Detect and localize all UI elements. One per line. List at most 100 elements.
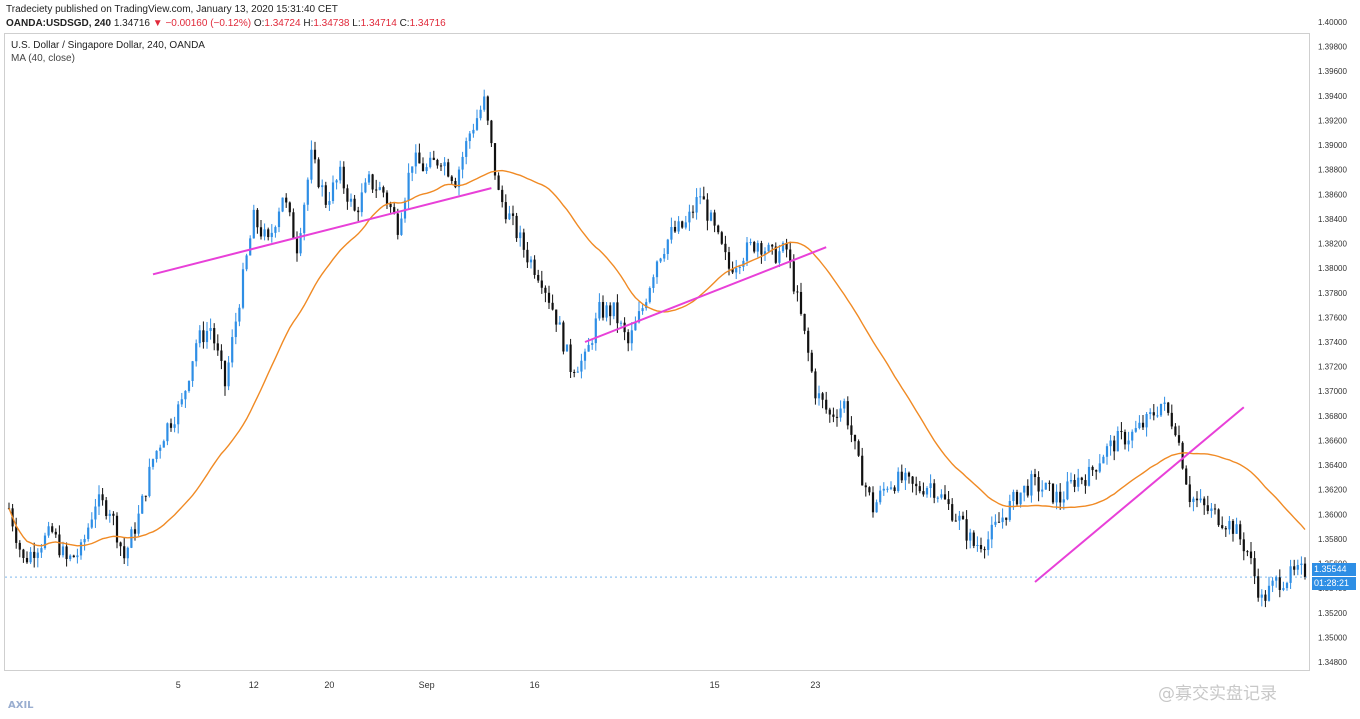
candle-body xyxy=(677,221,680,232)
candle-body xyxy=(879,490,882,503)
candle-body xyxy=(1062,499,1065,503)
candle-body xyxy=(1095,470,1098,472)
candle-body xyxy=(483,96,486,110)
candle-body xyxy=(79,542,83,556)
candle-body xyxy=(1192,498,1195,503)
candle-body xyxy=(911,476,914,484)
y-tick-label: 1.39800 xyxy=(1318,43,1347,52)
candle-body xyxy=(947,499,950,505)
y-tick-label: 1.38000 xyxy=(1318,264,1347,273)
y-tick-label: 1.39400 xyxy=(1318,92,1347,101)
symbol-label[interactable]: OANDA:USDSGD, 240 xyxy=(6,18,112,29)
last-price-tag: 1.35544 xyxy=(1312,563,1356,576)
candle-body xyxy=(1170,412,1173,427)
candle-body xyxy=(1293,566,1296,570)
candle-body xyxy=(749,242,752,244)
candle-body xyxy=(202,330,205,343)
x-tick-label: 5 xyxy=(176,680,181,690)
logo: AXIL xyxy=(8,700,34,711)
candle-body xyxy=(1235,524,1238,534)
candle-body xyxy=(871,492,875,513)
candle-body xyxy=(389,203,392,208)
close-value: 1.34716 xyxy=(409,18,446,29)
candle-body xyxy=(1019,492,1022,505)
candle-body xyxy=(529,259,533,263)
close-label: C: xyxy=(399,18,410,29)
candle-body xyxy=(1242,539,1245,552)
candle-body xyxy=(637,311,641,323)
candle-body xyxy=(234,321,237,338)
y-tick-label: 1.38400 xyxy=(1318,215,1347,224)
candle-body xyxy=(54,531,57,535)
candle-body xyxy=(259,227,263,237)
candle-body xyxy=(1285,582,1289,589)
indicator-label[interactable]: MA (40, close) xyxy=(11,53,75,64)
candle-body xyxy=(223,360,227,387)
candle-body xyxy=(115,515,119,543)
candle-body xyxy=(1163,402,1166,404)
candle-body xyxy=(144,495,147,497)
candle-body xyxy=(573,371,576,373)
candle-body xyxy=(724,243,727,253)
candle-body xyxy=(457,169,461,188)
candle-body xyxy=(357,210,360,213)
trendline xyxy=(584,246,827,343)
candle-body xyxy=(706,199,709,221)
candle-body xyxy=(907,472,911,477)
candle-body xyxy=(605,305,608,318)
candle-body xyxy=(501,189,504,203)
candle-body xyxy=(789,249,792,262)
candle-body xyxy=(767,244,770,252)
candle-body xyxy=(778,251,781,263)
candle-body xyxy=(598,302,601,319)
candle-body xyxy=(1210,508,1213,511)
candle-body xyxy=(310,149,313,180)
candle-body xyxy=(29,551,32,563)
y-tick-label: 1.36400 xyxy=(1318,461,1347,470)
candle-body xyxy=(713,212,716,226)
candle-body xyxy=(979,545,983,550)
candle-body xyxy=(130,529,133,548)
candle-body xyxy=(169,423,173,428)
candle-body xyxy=(18,542,21,550)
candle-body xyxy=(569,344,572,372)
candle-body xyxy=(133,529,137,534)
plot-area[interactable] xyxy=(4,33,1310,671)
x-tick-label: 12 xyxy=(249,680,259,690)
candle-body xyxy=(1030,474,1033,496)
candle-body xyxy=(753,242,756,252)
candle-body xyxy=(472,129,475,134)
candle-body xyxy=(245,255,248,270)
trendline xyxy=(1034,406,1245,583)
candle-body xyxy=(490,120,493,144)
candle-body xyxy=(1152,412,1155,416)
candle-body xyxy=(1221,525,1224,529)
candle-body xyxy=(267,229,270,238)
candle-body xyxy=(641,308,644,312)
candle-body xyxy=(493,143,497,176)
candle-body xyxy=(976,545,979,547)
candle-body xyxy=(1044,482,1047,490)
candle-body xyxy=(1267,585,1271,601)
candle-body xyxy=(904,472,907,481)
y-tick-label: 1.36000 xyxy=(1318,510,1347,519)
candle-body xyxy=(191,361,194,381)
candle-body xyxy=(486,96,489,121)
y-tick-label: 1.36600 xyxy=(1318,436,1347,445)
candle-body xyxy=(515,215,518,239)
candle-body xyxy=(961,515,965,520)
candle-body xyxy=(519,232,522,239)
candle-body xyxy=(1105,446,1109,457)
candle-body xyxy=(727,252,731,269)
chart-header: Tradeciety published on TradingView.com,… xyxy=(0,0,1360,32)
candle-body xyxy=(468,133,471,142)
publisher-line: Tradeciety published on TradingView.com,… xyxy=(6,4,338,15)
candle-body xyxy=(1257,576,1260,598)
candle-body xyxy=(123,546,126,559)
candle-body xyxy=(576,371,579,373)
candle-body xyxy=(933,483,936,498)
candle-body xyxy=(108,513,111,516)
series-title[interactable]: U.S. Dollar / Singapore Dollar, 240, OAN… xyxy=(11,40,205,51)
candle-body xyxy=(69,555,72,560)
